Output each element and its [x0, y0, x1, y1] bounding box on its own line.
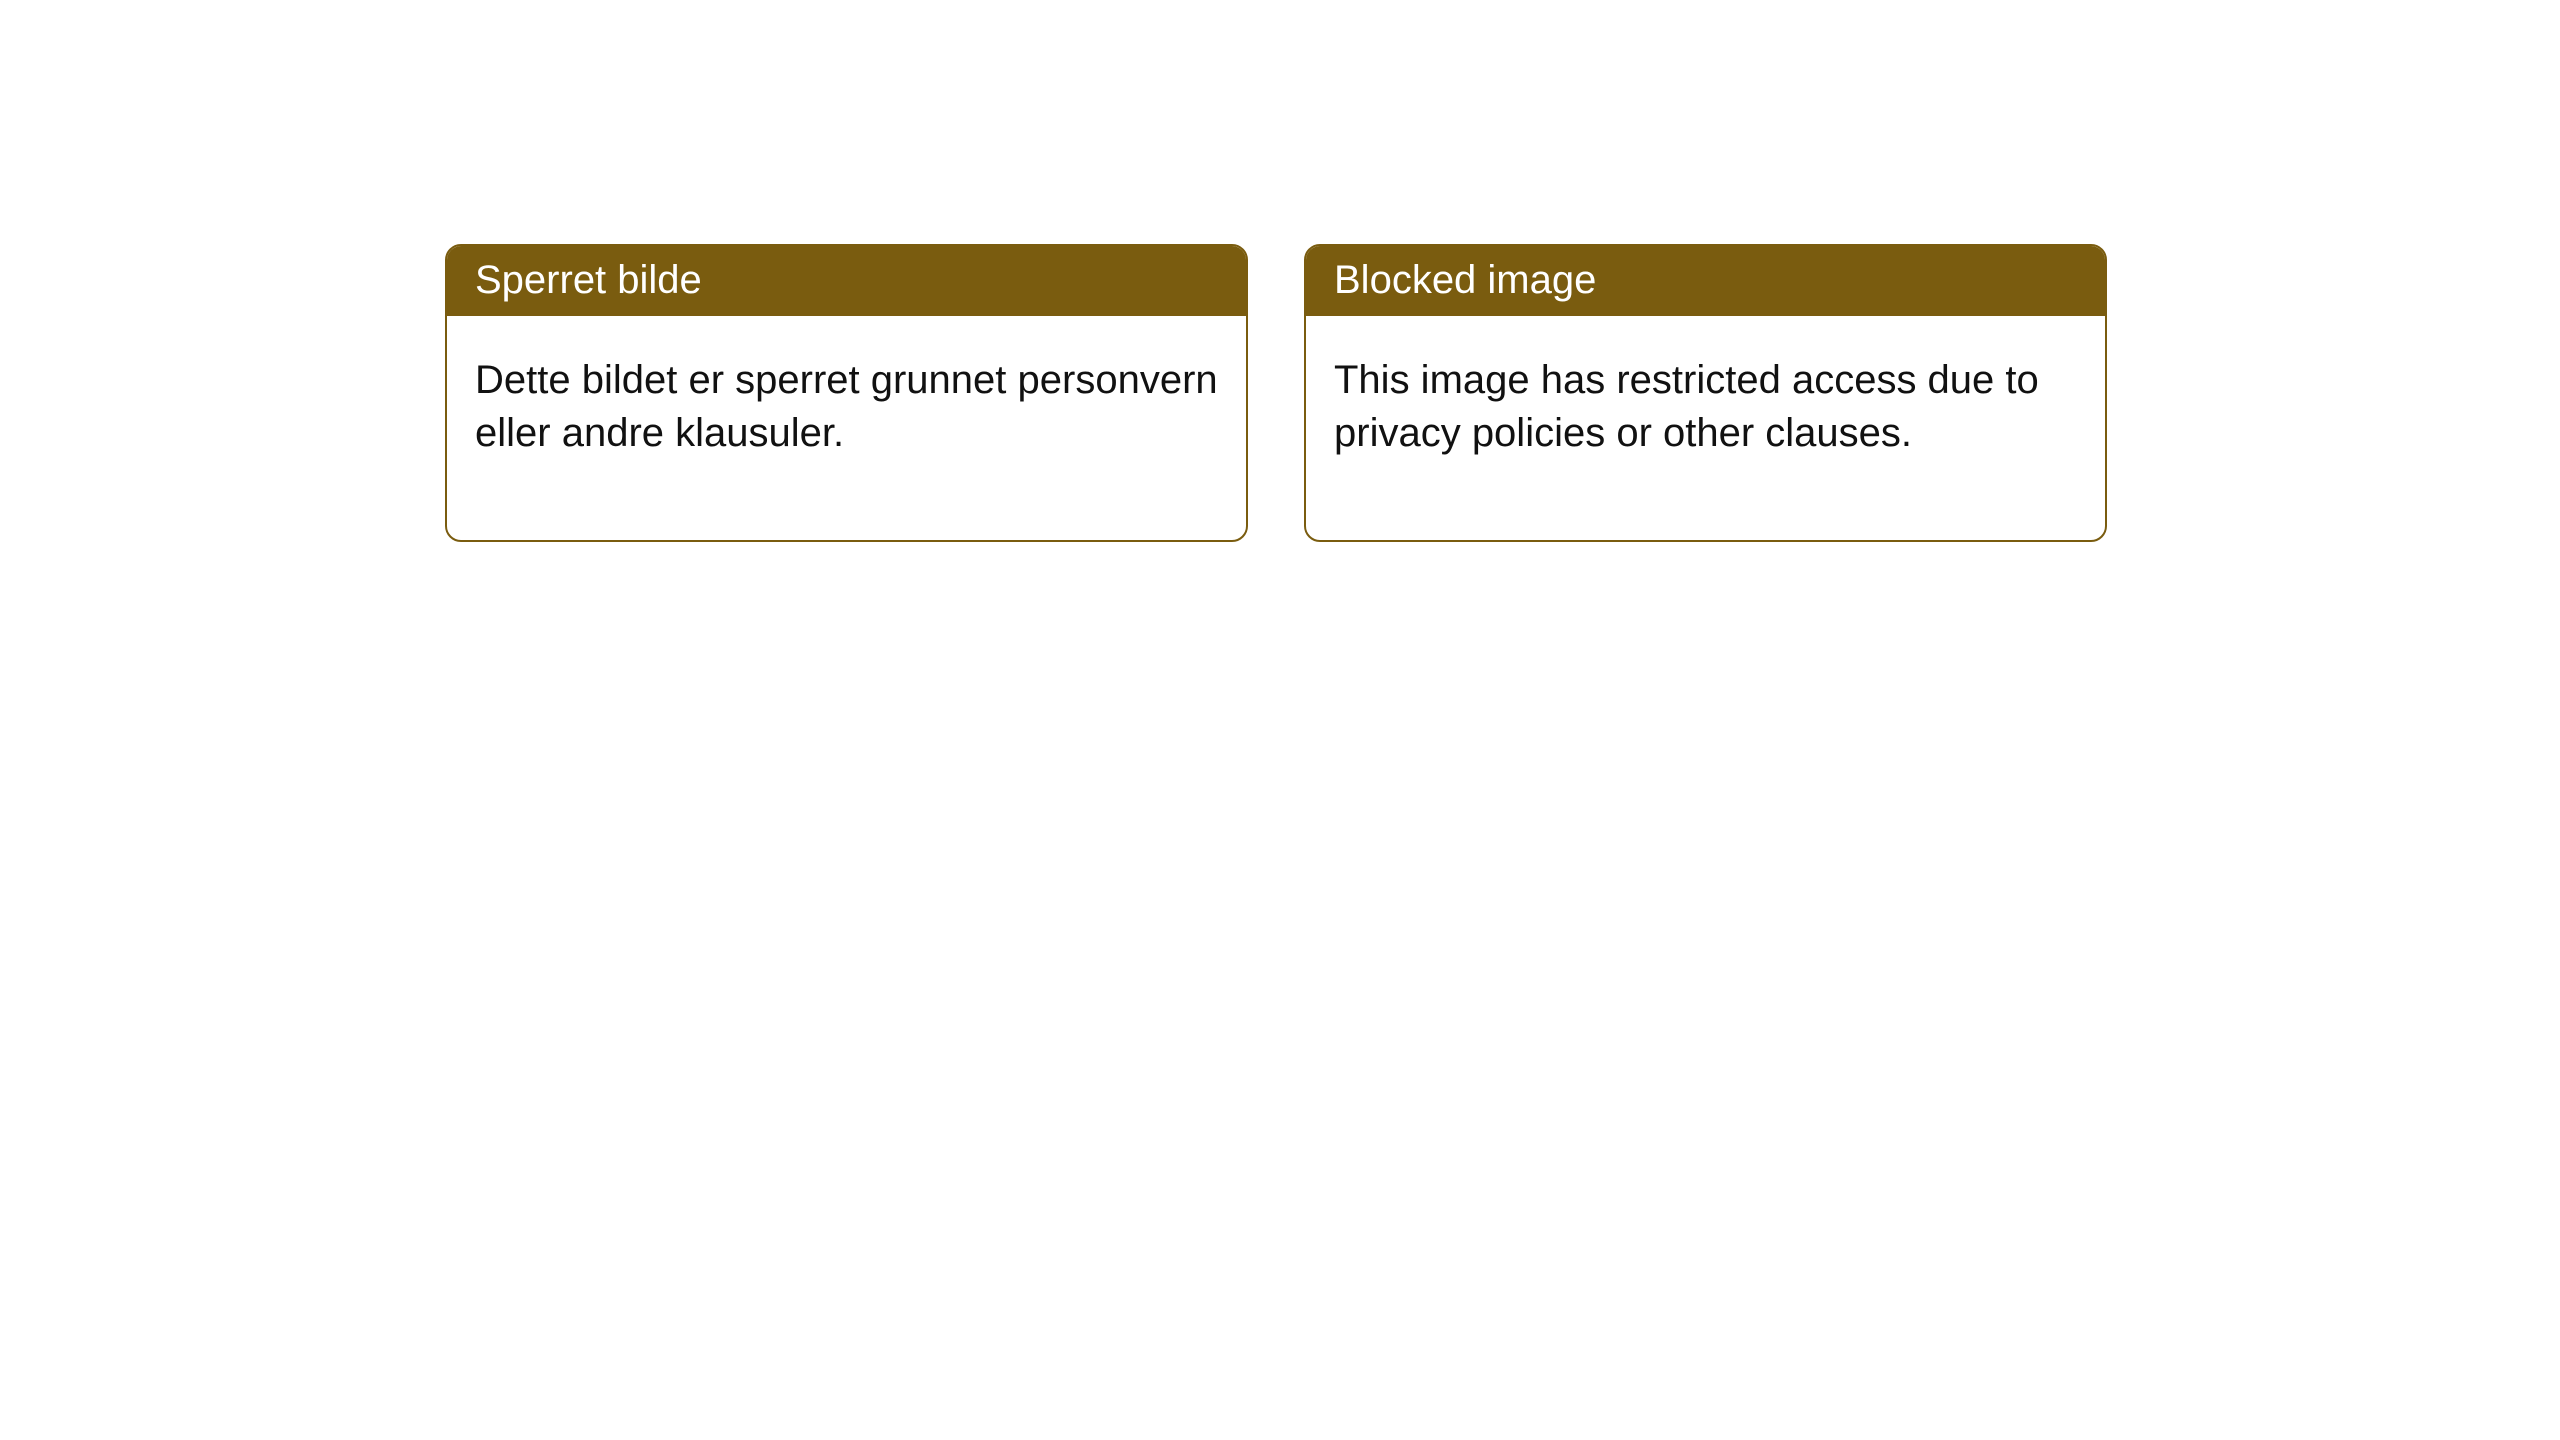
card-body-text: This image has restricted access due to …: [1334, 358, 2039, 455]
card-title: Sperret bilde: [475, 258, 702, 302]
card-header: Blocked image: [1306, 246, 2105, 316]
card-header: Sperret bilde: [447, 246, 1246, 316]
notice-card-english: Blocked image This image has restricted …: [1304, 244, 2107, 542]
card-body: This image has restricted access due to …: [1306, 316, 2105, 540]
card-body-text: Dette bildet er sperret grunnet personve…: [475, 358, 1218, 455]
card-title: Blocked image: [1334, 258, 1596, 302]
notice-cards-container: Sperret bilde Dette bildet er sperret gr…: [445, 244, 2107, 542]
card-body: Dette bildet er sperret grunnet personve…: [447, 316, 1246, 540]
notice-card-norwegian: Sperret bilde Dette bildet er sperret gr…: [445, 244, 1248, 542]
